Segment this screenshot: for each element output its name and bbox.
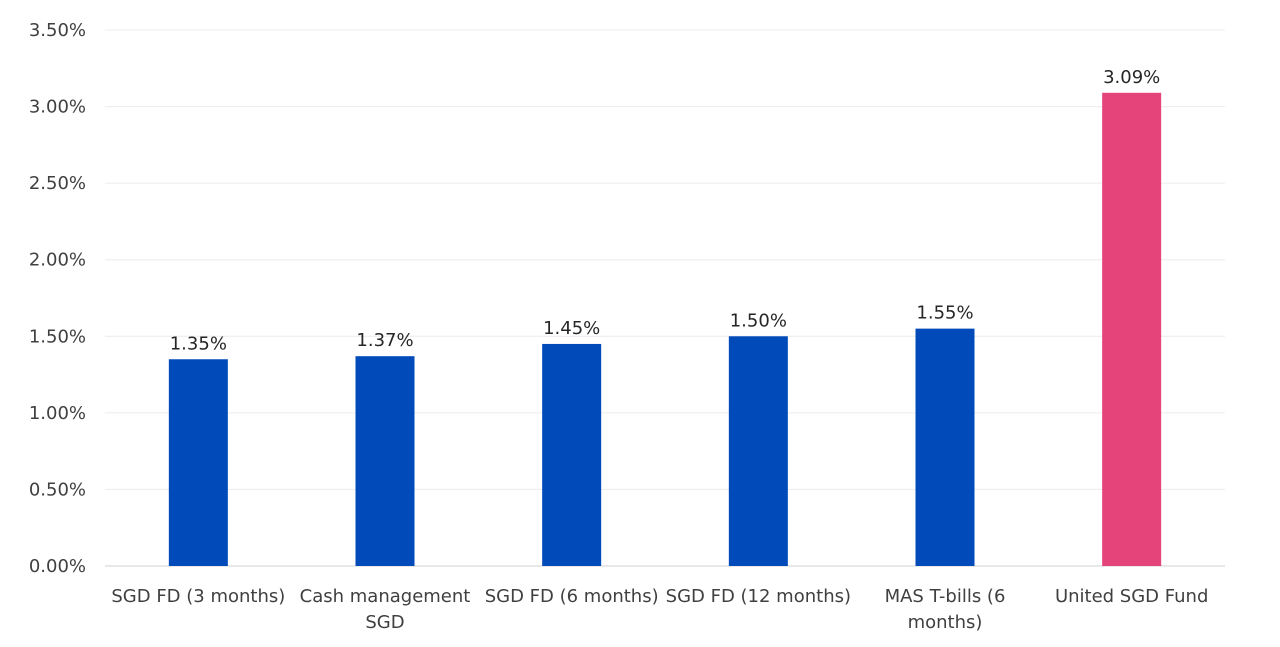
y-tick-label: 0.50% <box>29 479 86 500</box>
category-label: SGD FD (3 months) <box>111 586 285 607</box>
data-label: 1.55% <box>916 303 973 324</box>
y-tick-label: 2.50% <box>29 173 86 194</box>
data-label: 1.35% <box>170 333 227 354</box>
data-labels: 1.35% 1.37% 1.45% 1.50% 1.55% 3.09% <box>170 67 1161 354</box>
y-tick-label: 2.00% <box>29 250 86 271</box>
data-label: 1.37% <box>356 330 413 351</box>
y-axis-tick-labels: 0.00% 0.50% 1.00% 1.50% 2.00% 2.50% 3.00% 3.50% <box>29 20 86 577</box>
y-tick-label: 0.00% <box>29 556 86 577</box>
data-label: 3.09% <box>1103 67 1160 88</box>
category-label: MAS T-bills (6 <box>885 586 1006 607</box>
bar <box>542 343 602 566</box>
y-tick-label: 1.50% <box>29 326 86 347</box>
category-label: United SGD Fund <box>1055 586 1208 607</box>
bar <box>728 336 788 566</box>
bar <box>915 328 975 566</box>
data-label: 1.45% <box>543 318 600 339</box>
data-label: 1.50% <box>730 310 787 331</box>
category-label: SGD FD (12 months) <box>666 586 851 607</box>
category-label: Cash management <box>300 586 471 607</box>
bar <box>355 356 415 566</box>
y-tick-label: 1.00% <box>29 403 86 424</box>
category-label: months) <box>908 612 983 633</box>
x-axis-category-labels: SGD FD (3 months) Cash management SGD SGD F… <box>111 586 1208 633</box>
category-label: SGD FD (6 months) <box>485 586 659 607</box>
y-tick-label: 3.00% <box>29 97 86 118</box>
gridlines <box>105 29 1225 567</box>
bar <box>168 359 228 566</box>
bar <box>1102 92 1162 566</box>
category-label: SGD <box>365 612 404 633</box>
bars <box>168 92 1162 566</box>
y-tick-label: 3.50% <box>29 20 86 41</box>
